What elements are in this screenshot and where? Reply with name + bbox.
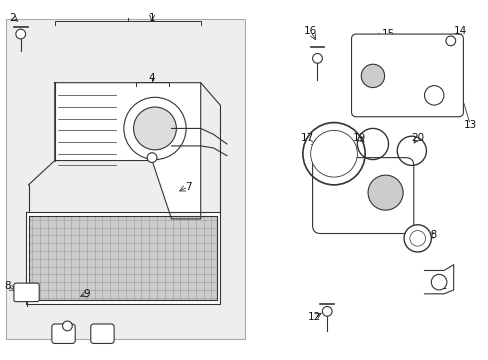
Circle shape [312,54,322,63]
Text: 4: 4 [148,73,155,83]
Circle shape [147,153,157,162]
Text: 2: 2 [10,13,16,23]
Circle shape [16,29,25,39]
Circle shape [409,231,425,246]
Text: 14: 14 [453,26,466,36]
Circle shape [62,321,72,331]
Circle shape [361,64,384,87]
Text: 16: 16 [304,26,317,36]
Text: 6: 6 [168,110,175,120]
FancyBboxPatch shape [14,283,39,302]
Circle shape [310,130,357,177]
Text: 12: 12 [307,312,321,322]
FancyBboxPatch shape [52,324,75,343]
Circle shape [403,225,430,252]
Bar [28,216,217,300]
Text: 19: 19 [352,133,365,143]
FancyBboxPatch shape [91,324,114,343]
Text: 20: 20 [410,133,424,143]
Circle shape [445,36,455,46]
Text: 17: 17 [301,133,314,143]
Circle shape [367,175,402,210]
Text: 18: 18 [424,230,437,240]
FancyBboxPatch shape [351,34,463,117]
Polygon shape [25,212,220,303]
Text: 15: 15 [381,29,394,39]
Circle shape [133,107,176,150]
FancyBboxPatch shape [6,19,244,339]
Polygon shape [55,83,200,219]
Circle shape [430,274,446,290]
Text: 8: 8 [4,281,10,291]
FancyBboxPatch shape [312,158,413,234]
Circle shape [424,86,443,105]
Text: 11: 11 [433,281,447,291]
Text: 3: 3 [64,330,71,340]
Text: 5: 5 [132,106,139,116]
Text: 9: 9 [83,289,90,299]
Text: 13: 13 [463,120,476,130]
Text: 10: 10 [317,197,330,207]
Circle shape [322,306,331,316]
Circle shape [123,97,186,159]
Text: 7: 7 [184,182,191,192]
Text: 1: 1 [148,13,155,23]
